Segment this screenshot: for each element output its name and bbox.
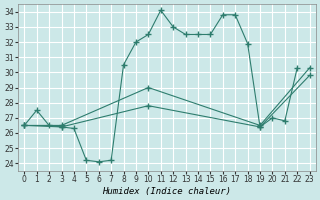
X-axis label: Humidex (Indice chaleur): Humidex (Indice chaleur)	[102, 187, 231, 196]
